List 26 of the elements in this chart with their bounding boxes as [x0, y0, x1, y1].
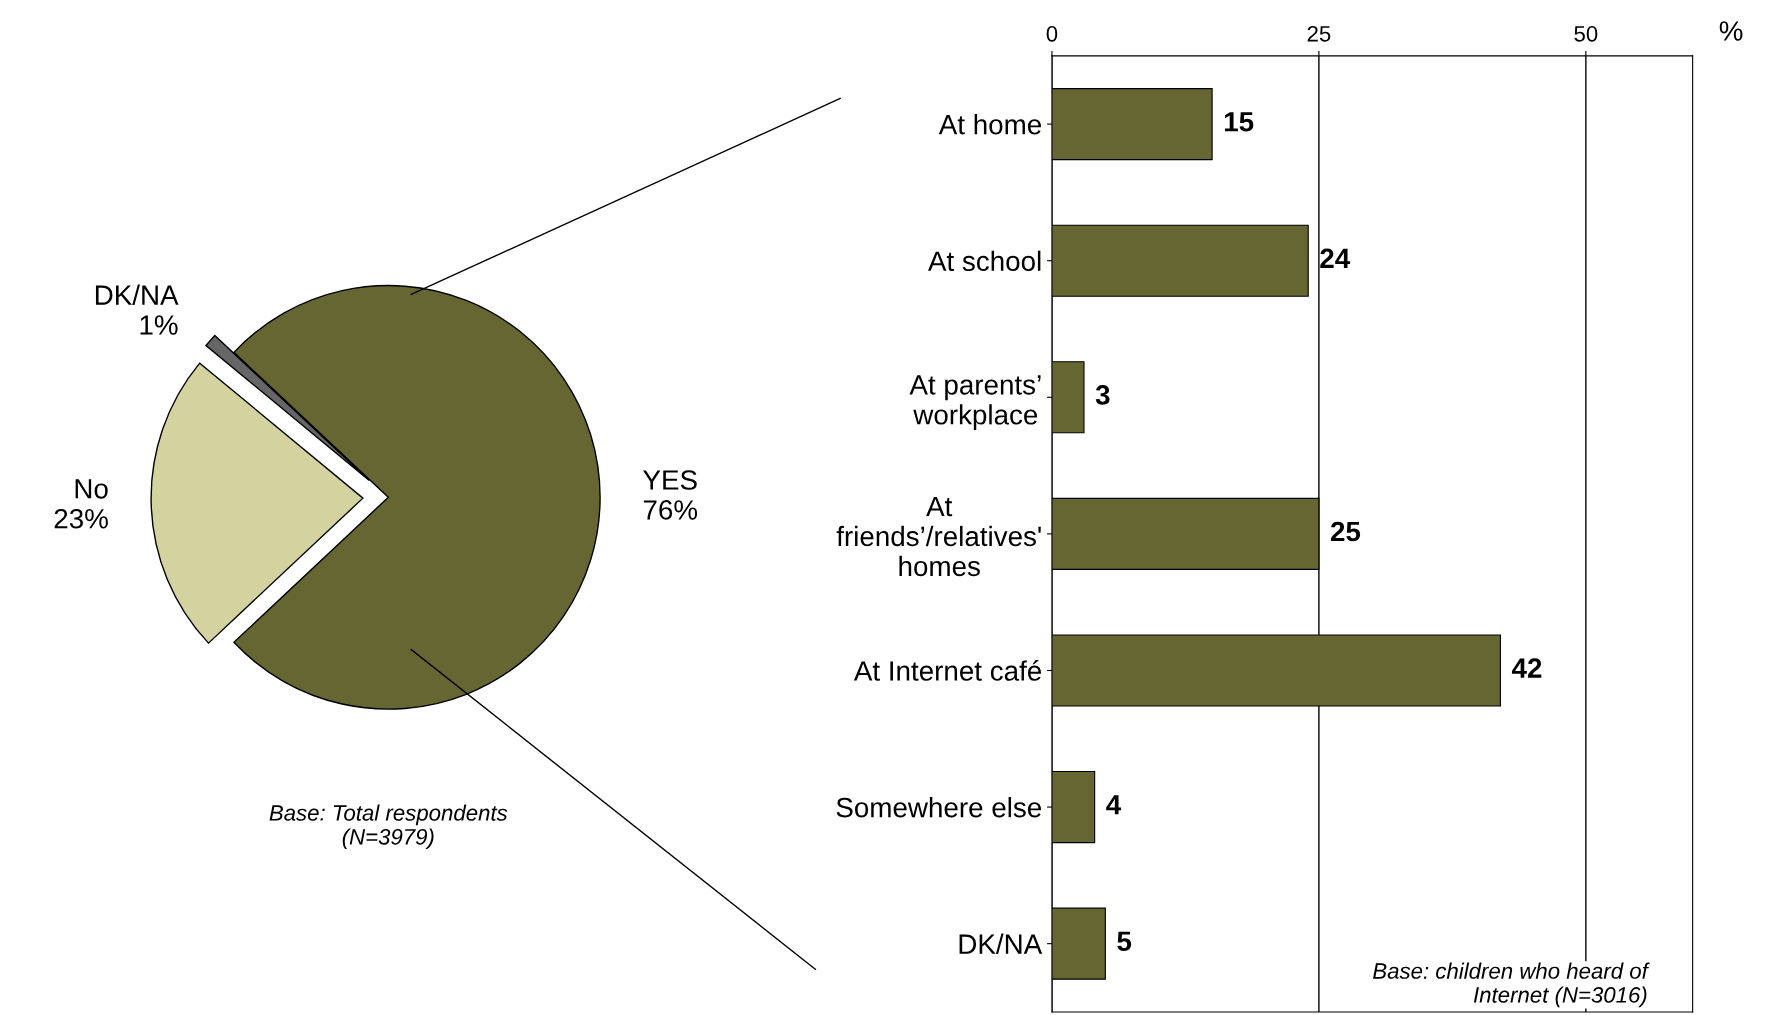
y-tick-label: At home [938, 114, 1041, 135]
data-label: 15 [1224, 112, 1254, 132]
y-tick-label: At Internet café [853, 660, 1041, 681]
data-label: 24 [1320, 248, 1351, 268]
annotation: Base: children who heard of Internet (N=3016) [1373, 962, 1650, 1008]
slice-label: DK/NA [95, 284, 179, 305]
y-tick-label: DK/NA [959, 933, 1043, 954]
text: Base: Total respondents (N=3979) [269, 804, 508, 850]
y-tick-label: At parents’ workplace [909, 375, 1041, 431]
data-label: 25 [1330, 521, 1361, 542]
data-label: 1% [140, 315, 178, 335]
data-label: 76% [643, 500, 698, 520]
x-axis-title: % [1719, 21, 1743, 41]
data-label: 4 [1106, 795, 1122, 815]
slice-label: No [75, 479, 108, 499]
x-tick-label: 50 [1574, 25, 1598, 42]
data-label: 42 [1511, 658, 1542, 678]
slice-label: YES [643, 470, 697, 490]
data-label: 23% [54, 508, 108, 529]
x-tick-label: 25 [1307, 25, 1331, 42]
data-label: 5 [1117, 931, 1132, 952]
y-tick-label: At friends’/relatives' homes [836, 496, 1041, 577]
data-label: 3 [1095, 385, 1110, 405]
y-tick-label: Somewhere else [836, 797, 1041, 818]
y-tick-label: At school [928, 250, 1041, 272]
x-tick-label: 0 [1046, 25, 1058, 42]
